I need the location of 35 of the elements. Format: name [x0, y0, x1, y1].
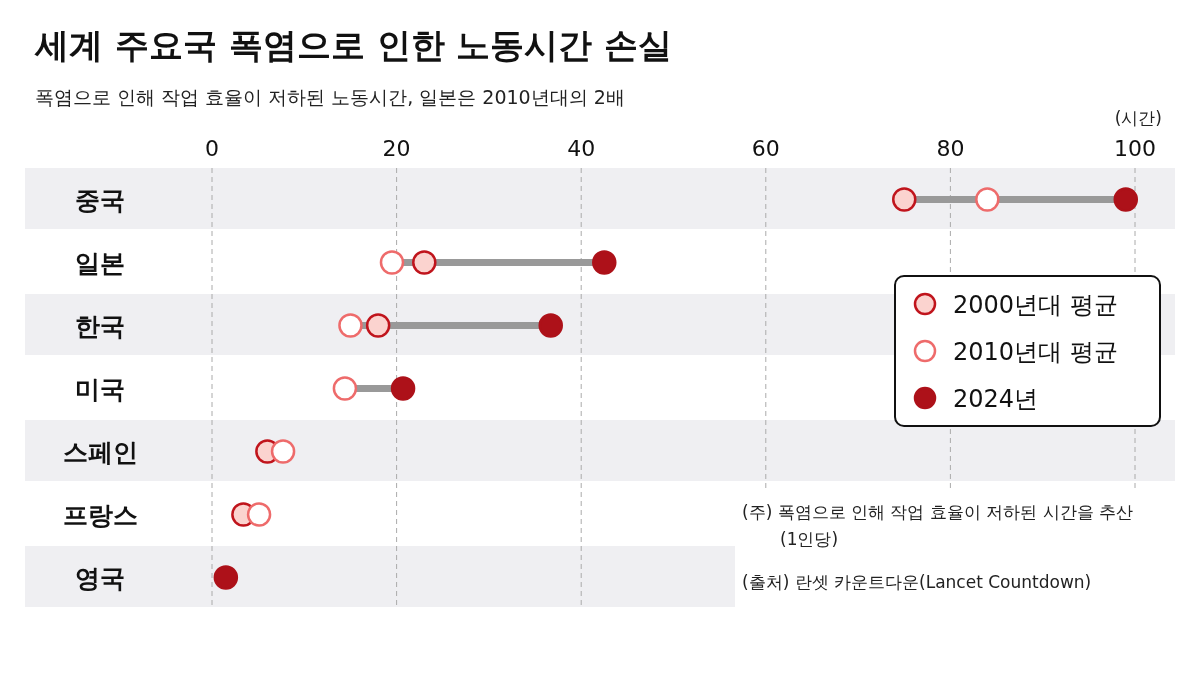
- point: [270, 439, 296, 464]
- y-tick-label: 중국: [75, 185, 125, 215]
- y-tick-label: 미국: [75, 374, 125, 404]
- point: [246, 502, 272, 527]
- legend-label: 2010년대 평균: [953, 338, 1118, 366]
- point: [975, 187, 1000, 212]
- point: [892, 187, 917, 212]
- point: [365, 313, 391, 338]
- legend-label: 2000년대 평균: [953, 291, 1118, 319]
- x-tick-label: 100: [1114, 136, 1156, 161]
- point: [390, 376, 416, 401]
- x-axis-title: (시간): [1114, 108, 1162, 128]
- x-tick-label: 0: [205, 136, 219, 161]
- annotation: (주) 폭염으로 인해 작업 효율이 저하된 시간을 추산 (1인당): [742, 502, 1134, 549]
- point: [213, 565, 239, 590]
- y-tick-label: 스페인: [62, 437, 138, 467]
- chart-title: 세계 주요국 폭염으로 인한 노동시간 손실: [34, 25, 673, 65]
- point: [412, 250, 437, 275]
- y-tick-label: 프랑스: [62, 500, 138, 530]
- y-tick-label: 한국: [75, 311, 125, 341]
- point: [538, 313, 563, 338]
- point: [592, 250, 617, 275]
- chart-subtitle: 폭염으로 인해 작업 효율이 저하된 노동시간, 일본은 2010년대의 2배: [35, 86, 625, 108]
- y-tick-label: 영국: [75, 563, 125, 593]
- annotation: (출처) 란셋 카운트다운(Lancet Countdown): [742, 572, 1092, 592]
- point: [379, 250, 405, 275]
- point: [1113, 187, 1139, 212]
- point: [332, 376, 358, 401]
- x-tick-label: 20: [382, 136, 411, 161]
- y-tick-label: 일본: [75, 248, 125, 278]
- x-tick-label: 40: [567, 136, 596, 161]
- x-tick-label: 60: [751, 136, 780, 161]
- legend-label: 2024년: [953, 385, 1039, 413]
- x-tick-label: 80: [936, 136, 965, 161]
- point: [338, 313, 363, 338]
